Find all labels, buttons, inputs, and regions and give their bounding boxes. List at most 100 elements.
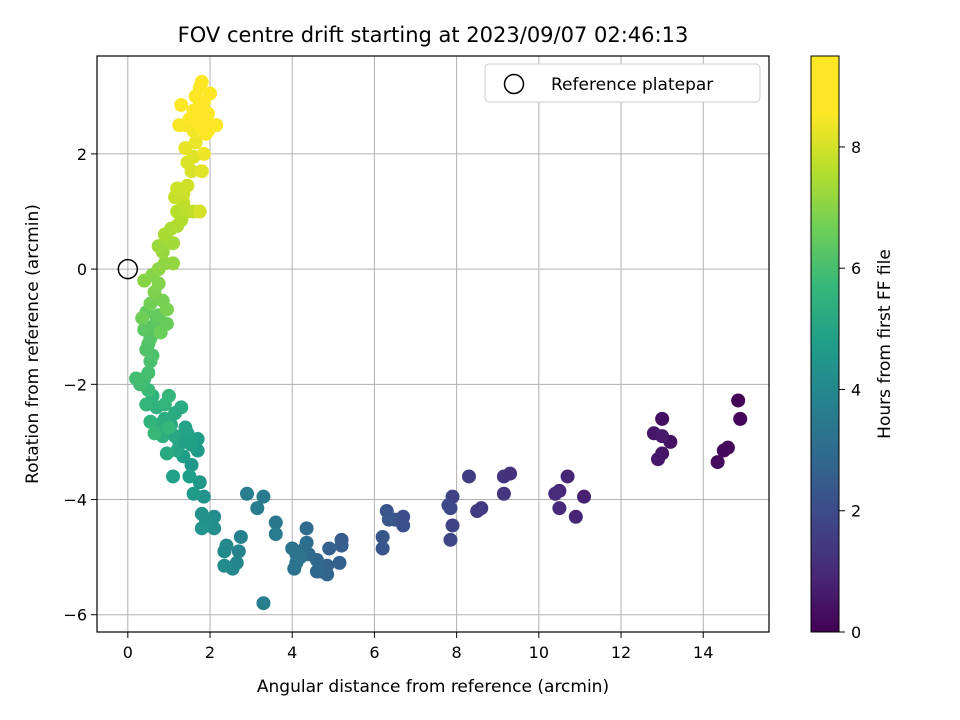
legend: Reference platepar (484, 63, 761, 103)
data-point (731, 393, 746, 408)
data-point (655, 411, 670, 426)
x-tick-label: 10 (529, 643, 549, 662)
data-point (153, 325, 168, 340)
data-point (231, 544, 246, 559)
data-point (322, 541, 337, 556)
data-point (184, 437, 199, 452)
data-point (332, 555, 347, 570)
data-point (334, 538, 349, 553)
data-point (256, 489, 271, 504)
data-point (268, 515, 283, 530)
colorbar-tick-label: 0 (851, 623, 861, 642)
data-point (716, 443, 731, 458)
data-point (166, 469, 181, 484)
data-point (375, 529, 390, 544)
data-point (141, 365, 156, 380)
data-point (552, 501, 567, 516)
data-point (137, 322, 152, 337)
data-point (194, 74, 209, 89)
data-point (143, 296, 158, 311)
x-tick-label: 8 (452, 643, 462, 662)
data-point (309, 564, 324, 579)
data-point (445, 518, 460, 533)
colorbar: 0 2 4 6 8 Hours from first FF file (810, 55, 895, 642)
x-tick-label: 2 (205, 643, 215, 662)
data-point (139, 397, 154, 412)
x-tick-label: 6 (369, 643, 379, 662)
data-point (161, 420, 176, 435)
data-point (196, 146, 211, 161)
x-axis-label: Angular distance from reference (arcmin) (257, 677, 609, 697)
data-point (198, 126, 213, 141)
y-axis-ticks: −6 −4 −2 0 2 (63, 145, 97, 625)
reference-marker (117, 258, 139, 280)
data-point (192, 106, 207, 121)
data-point (548, 486, 563, 501)
data-point (147, 426, 162, 441)
data-point (496, 469, 511, 484)
data-point (256, 596, 271, 611)
data-point (443, 532, 458, 547)
data-point (168, 406, 183, 421)
data-point (240, 486, 255, 501)
legend-entry-label: Reference platepar (551, 75, 713, 95)
data-point (194, 506, 209, 521)
grid (97, 56, 769, 632)
data-point (159, 446, 174, 461)
data-point (461, 469, 476, 484)
data-point (381, 512, 396, 527)
x-tick-label: 14 (693, 643, 713, 662)
data-point (194, 521, 209, 536)
colorbar-gradient (810, 55, 840, 633)
data-point (217, 544, 232, 559)
data-point (470, 504, 485, 519)
data-point (143, 414, 158, 429)
data-point (178, 141, 193, 156)
data-point (178, 420, 193, 435)
colorbar-ticks: 0 2 4 6 8 (839, 138, 861, 642)
data-point (192, 204, 207, 219)
x-tick-label: 12 (611, 643, 631, 662)
data-point (174, 97, 189, 112)
y-tick-label: −2 (63, 375, 87, 394)
data-point (250, 501, 265, 516)
colorbar-tick-label: 2 (851, 502, 861, 521)
data-point (186, 486, 201, 501)
data-point (577, 489, 592, 504)
data-point (568, 509, 583, 524)
data-point (209, 118, 224, 133)
colorbar-tick-label: 4 (851, 380, 861, 399)
data-point (192, 475, 207, 490)
data-point (194, 164, 209, 179)
data-point (135, 311, 150, 326)
x-axis-ticks: 0 2 4 6 8 10 12 14 (123, 632, 713, 662)
data-points (129, 74, 748, 611)
data-point (299, 521, 314, 536)
data-point (172, 118, 187, 133)
colorbar-tick-label: 6 (851, 259, 861, 278)
data-point (560, 469, 575, 484)
data-point (166, 256, 181, 271)
y-axis-label: Rotation from reference (arcmin) (23, 204, 43, 484)
data-point (268, 527, 283, 542)
data-point (161, 388, 176, 403)
data-point (496, 486, 511, 501)
y-tick-label: 2 (77, 145, 87, 164)
data-point (733, 411, 748, 426)
legend-marker (503, 73, 525, 95)
data-point (655, 429, 670, 444)
data-point (441, 498, 456, 513)
x-tick-label: 4 (287, 643, 297, 662)
colorbar-tick-label: 8 (851, 138, 861, 157)
x-tick-label: 0 (123, 643, 133, 662)
data-point (293, 550, 308, 565)
legend-box (484, 63, 761, 103)
data-point (710, 455, 725, 470)
data-point (233, 529, 248, 544)
plot-frame (96, 55, 770, 633)
y-tick-label: −6 (63, 606, 87, 625)
chart-title: FOV centre drift starting at 2023/09/07 … (178, 23, 689, 47)
data-point (129, 371, 144, 386)
